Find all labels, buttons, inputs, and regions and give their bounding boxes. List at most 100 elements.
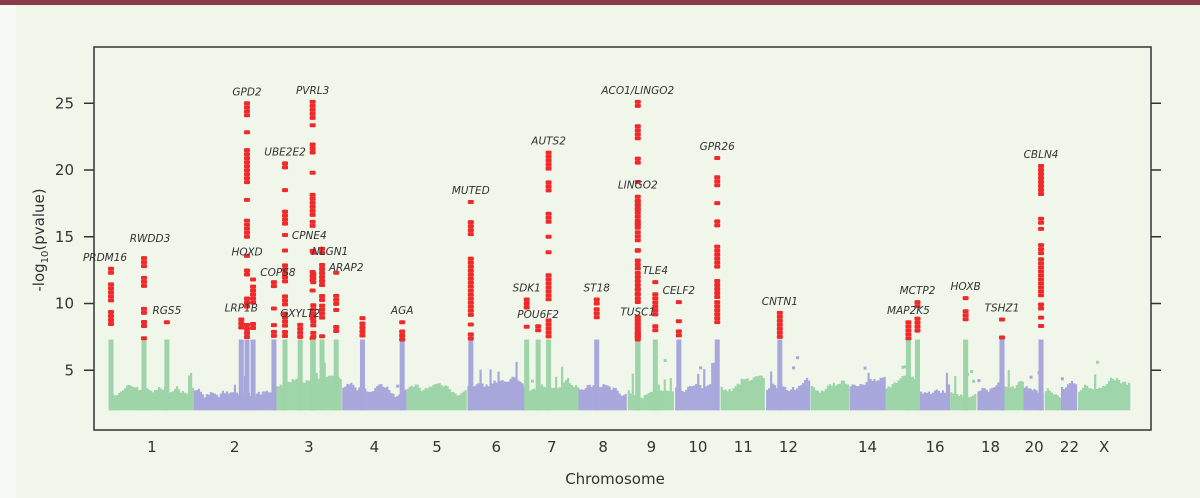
background-point-column — [481, 383, 484, 411]
significant-point — [108, 290, 115, 295]
significant-point — [467, 308, 474, 313]
background-point-column — [746, 378, 749, 411]
y-axis-title-sub: 10 — [40, 251, 51, 264]
background-point-column — [913, 378, 916, 411]
background-point-column — [592, 385, 595, 411]
background-point-column — [261, 391, 265, 411]
significant-point — [545, 297, 552, 302]
background-point-column — [192, 387, 195, 411]
background-point-column — [1084, 384, 1087, 411]
background-point-column — [956, 393, 959, 411]
background-point-column — [293, 380, 296, 411]
gene-label: MAP2K5 — [887, 305, 930, 317]
background-point-column — [1027, 388, 1030, 411]
background-point-column — [575, 385, 578, 411]
background-point-column — [604, 384, 607, 411]
background-point-column — [503, 381, 506, 411]
background-point-column — [337, 377, 340, 411]
significant-point — [634, 103, 641, 108]
background-point-column — [945, 372, 949, 411]
background-point-column — [768, 388, 771, 411]
background-point-column — [943, 392, 947, 411]
significant-point — [545, 211, 552, 216]
significant-point — [399, 329, 406, 334]
background-point-column — [851, 384, 854, 411]
background-point-column — [641, 398, 644, 411]
background-point-column — [227, 393, 231, 411]
significant-point — [1038, 306, 1045, 311]
background-point-column — [776, 388, 779, 411]
significant-point — [282, 161, 289, 166]
background-point-column — [124, 388, 127, 411]
significant-point — [467, 228, 474, 233]
significant-point — [545, 184, 552, 189]
background-point-column — [952, 393, 955, 411]
gene-label: HOXD — [231, 246, 262, 258]
significant-point — [309, 200, 316, 205]
peak-base-column — [777, 339, 783, 411]
significant-point — [714, 155, 721, 160]
gene-label: CPNE4 — [292, 230, 327, 242]
background-point-column — [386, 386, 389, 411]
x-tick-label: 4 — [370, 438, 380, 456]
background-point-column — [301, 382, 304, 411]
background-point-column — [1009, 387, 1012, 411]
significant-point — [282, 221, 289, 226]
significant-point — [270, 280, 277, 285]
significant-point — [634, 278, 641, 283]
gene-label: COPS8 — [260, 267, 296, 279]
background-point-column — [132, 386, 135, 411]
background-point-column — [645, 394, 648, 411]
background-point-column — [929, 394, 933, 411]
significant-point — [545, 285, 552, 290]
significant-point — [310, 323, 317, 328]
background-point-column — [1011, 386, 1014, 411]
significant-point — [270, 284, 277, 289]
background-point-column — [315, 372, 318, 411]
background-point-column — [991, 387, 994, 411]
background-point-column — [1086, 385, 1089, 411]
background-point-column — [426, 388, 429, 411]
significant-point — [309, 111, 316, 116]
background-point — [1060, 377, 1064, 381]
background-point-column — [724, 389, 727, 411]
significant-point — [140, 279, 147, 284]
x-tick-label: 1 — [147, 438, 157, 456]
significant-point — [282, 319, 289, 324]
background-point-column — [450, 391, 453, 411]
significant-point — [593, 315, 600, 320]
significant-point — [270, 306, 277, 311]
significant-point — [467, 284, 474, 289]
background-point-column — [1066, 384, 1070, 411]
significant-point — [675, 319, 682, 324]
significant-point — [634, 292, 641, 297]
background-point-column — [384, 387, 387, 411]
significant-point — [108, 294, 115, 299]
background-point-column — [126, 385, 129, 411]
significant-point — [282, 279, 289, 284]
background-point-column — [1128, 382, 1131, 411]
background-point-column — [1074, 384, 1078, 411]
significant-point — [634, 329, 641, 334]
significant-point — [140, 324, 147, 329]
significant-point — [634, 299, 641, 304]
x-tick-label: 18 — [981, 438, 1000, 456]
background-point-column — [606, 385, 609, 411]
significant-point — [714, 244, 721, 249]
background-point-column — [584, 388, 587, 411]
significant-point — [243, 148, 250, 153]
background-point-column — [275, 386, 278, 411]
background-point-column — [219, 393, 223, 411]
background-point-column — [396, 395, 399, 411]
significant-point — [776, 334, 783, 339]
significant-point — [714, 201, 721, 206]
significant-point — [243, 113, 250, 118]
background-point-column — [689, 385, 692, 411]
significant-point — [634, 287, 641, 292]
background-point-column — [891, 384, 894, 411]
background-point-column — [758, 375, 761, 411]
significant-point — [905, 328, 912, 333]
background-point-column — [705, 386, 708, 411]
significant-point — [776, 310, 783, 315]
significant-point — [714, 300, 721, 305]
